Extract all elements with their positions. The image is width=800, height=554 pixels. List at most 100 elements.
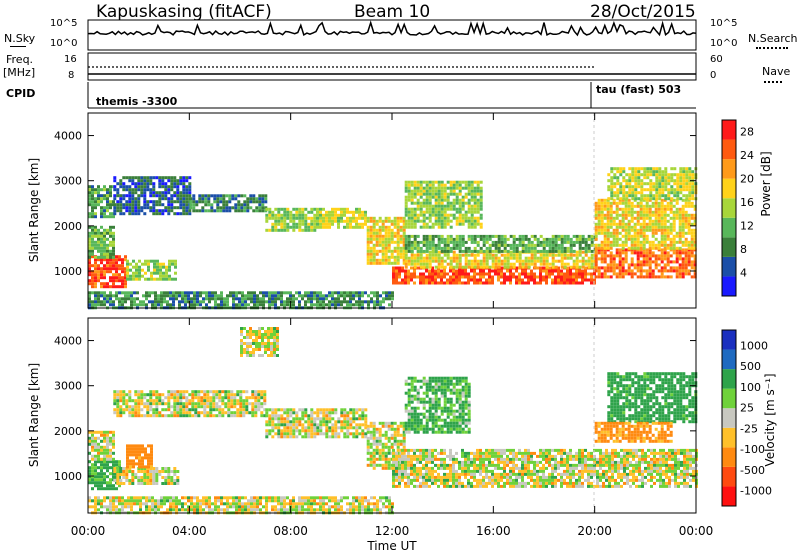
heatmap-cell xyxy=(170,194,174,198)
heatmap-cell xyxy=(666,207,670,211)
heatmap-cell xyxy=(685,173,689,177)
heatmap-cell xyxy=(452,201,456,205)
heatmap-cell xyxy=(298,228,302,232)
heatmap-cell xyxy=(158,209,162,213)
heatmap-cell xyxy=(503,243,507,247)
heatmap-cell xyxy=(575,253,579,257)
heatmap-cell xyxy=(675,213,679,217)
heatmap-cell xyxy=(219,200,223,204)
heatmap-cell xyxy=(675,269,679,273)
heatmap-cell xyxy=(675,210,679,214)
heatmap-cell xyxy=(100,303,103,307)
heatmap-cell xyxy=(627,198,631,202)
heatmap-cell xyxy=(366,243,370,247)
heatmap-cell xyxy=(372,433,376,437)
heatmap-cell xyxy=(666,263,670,267)
heatmap-cell xyxy=(94,460,97,464)
heatmap-cell xyxy=(636,204,640,208)
heatmap-cell xyxy=(642,204,646,208)
heatmap-cell xyxy=(675,246,679,250)
heatmap-cell xyxy=(649,197,653,201)
heatmap-cell xyxy=(337,426,341,430)
heatmap-cell xyxy=(664,188,668,192)
heatmap-cell xyxy=(319,219,322,223)
heatmap-cell xyxy=(431,269,434,273)
heatmap-cell xyxy=(119,194,123,198)
heatmap-cell xyxy=(679,173,683,177)
heatmap-cell xyxy=(609,251,613,255)
heatmap-cell xyxy=(402,219,406,223)
heatmap-cell xyxy=(455,256,459,260)
heatmap-cell xyxy=(461,204,465,208)
heatmap-cell xyxy=(304,408,308,412)
heatmap-cell xyxy=(413,256,417,260)
heatmap-cell xyxy=(150,277,153,281)
heatmap-cell xyxy=(687,222,691,226)
heatmap-cell xyxy=(307,420,311,424)
heatmap-cell xyxy=(422,262,426,266)
heatmap-cell xyxy=(146,402,150,406)
heatmap-cell xyxy=(227,405,231,409)
heatmap-cell xyxy=(419,259,423,263)
heatmap-cell xyxy=(642,254,646,258)
heatmap-cell xyxy=(419,180,423,184)
heatmap-cell xyxy=(366,216,370,220)
heatmap-cell xyxy=(204,197,208,201)
heatmap-cell xyxy=(376,294,379,298)
heatmap-cell xyxy=(325,423,329,427)
heatmap-cell xyxy=(185,408,189,412)
heatmap-cell xyxy=(265,423,269,427)
heatmap-cell xyxy=(410,198,414,202)
heatmap-cell xyxy=(545,262,549,266)
heatmap-cell xyxy=(152,414,156,418)
heatmap-cell xyxy=(512,243,516,247)
heatmap-cell xyxy=(91,463,94,467)
heatmap-cell xyxy=(606,228,610,232)
heatmap-cell xyxy=(94,258,97,262)
heatmap-cell xyxy=(642,234,646,238)
heatmap-cell xyxy=(140,414,144,418)
heatmap-cell xyxy=(220,291,223,295)
heatmap-cell xyxy=(152,408,156,412)
heatmap-cell xyxy=(648,204,652,208)
heatmap-cell xyxy=(103,300,106,304)
heatmap-cell xyxy=(244,303,247,307)
heatmap-cell xyxy=(425,243,429,247)
heatmap-cell xyxy=(289,216,293,220)
heatmap-cell xyxy=(512,275,515,279)
heatmap-cell xyxy=(663,204,667,208)
heatmap-cell xyxy=(470,189,474,193)
heatmap-cell xyxy=(185,390,189,394)
heatmap-cell xyxy=(506,237,510,241)
heatmap-cell xyxy=(615,275,619,279)
heatmap-cell xyxy=(170,476,174,479)
heatmap-cell xyxy=(500,243,504,247)
heatmap-cell xyxy=(458,186,462,190)
heatmap-cell xyxy=(679,197,683,201)
heatmap-cell xyxy=(416,204,420,208)
heatmap-cell xyxy=(91,448,94,452)
heatmap-cell xyxy=(396,225,400,229)
heatmap-cell xyxy=(569,269,572,273)
heatmap-cell xyxy=(128,467,132,470)
heatmap-cell xyxy=(554,253,558,257)
heatmap-cell xyxy=(578,269,581,273)
heatmap-cell xyxy=(672,225,676,229)
heatmap-cell xyxy=(402,255,406,259)
heatmap-cell xyxy=(660,231,664,235)
heatmap-cell xyxy=(557,272,560,276)
heatmap-cell xyxy=(615,213,619,217)
heatmap-cell xyxy=(91,454,94,458)
heatmap-cell xyxy=(125,194,129,198)
heatmap-cell xyxy=(233,405,237,409)
heatmap-cell xyxy=(197,396,201,400)
heatmap-cell xyxy=(485,234,489,238)
heatmap-cell xyxy=(197,414,201,418)
heatmap-cell xyxy=(91,194,94,198)
heatmap-cell xyxy=(310,300,313,304)
heatmap-cell xyxy=(425,234,429,238)
heatmap-cell xyxy=(676,176,680,180)
heatmap-cell xyxy=(381,421,385,425)
heatmap-cell xyxy=(91,270,94,274)
heatmap-cell xyxy=(129,447,132,451)
